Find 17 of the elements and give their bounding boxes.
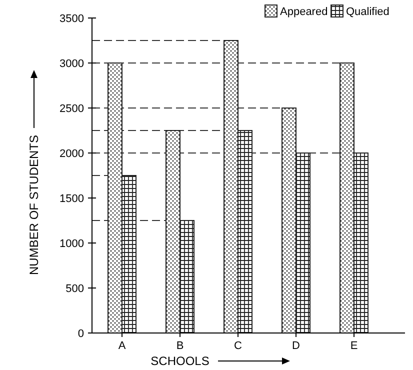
x-tick-label: D: [292, 340, 300, 352]
x-tick-label: C: [234, 340, 242, 352]
y-tick-label: 3500: [60, 12, 84, 25]
y-tick-label: 0: [78, 328, 84, 340]
y-tick-label: 1500: [60, 192, 84, 205]
y-tick-label: 500: [66, 282, 84, 295]
legend-label: Appeared: [280, 6, 328, 18]
x-tick-label: B: [176, 340, 184, 352]
y-tick-label: 2000: [60, 148, 84, 160]
x-tick-label: A: [118, 340, 126, 352]
y-tick-label: 1000: [60, 238, 84, 250]
x-tick-label: E: [350, 340, 358, 352]
x-axis-title: SCHOOLS: [150, 354, 210, 368]
y-axis-title: NUMBER OF STUDENTS: [27, 134, 41, 276]
legend-label: Qualified: [346, 6, 390, 18]
y-tick-label: 3000: [60, 58, 84, 70]
y-tick-label: 2500: [60, 102, 84, 115]
